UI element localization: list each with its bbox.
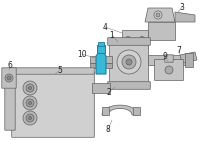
- Circle shape: [26, 84, 34, 92]
- Circle shape: [126, 59, 132, 65]
- Text: 3: 3: [180, 2, 184, 11]
- Bar: [92, 83, 110, 93]
- FancyBboxPatch shape: [165, 55, 173, 62]
- Text: 5: 5: [58, 66, 62, 75]
- Bar: [102, 107, 109, 115]
- Text: 1: 1: [110, 30, 114, 40]
- Text: 7: 7: [177, 46, 181, 55]
- FancyBboxPatch shape: [108, 38, 150, 45]
- FancyBboxPatch shape: [108, 82, 150, 89]
- FancyBboxPatch shape: [110, 41, 148, 82]
- Circle shape: [122, 55, 136, 69]
- Bar: [97, 45, 105, 53]
- Circle shape: [156, 13, 160, 17]
- Text: 9: 9: [163, 51, 167, 61]
- Polygon shape: [122, 30, 148, 48]
- Circle shape: [140, 36, 144, 41]
- Polygon shape: [148, 55, 185, 65]
- Polygon shape: [175, 12, 195, 22]
- Bar: [148, 22, 175, 40]
- Text: 4: 4: [103, 22, 107, 31]
- Circle shape: [23, 111, 37, 125]
- Polygon shape: [96, 52, 106, 74]
- FancyBboxPatch shape: [2, 68, 16, 88]
- Circle shape: [29, 117, 32, 120]
- Circle shape: [23, 96, 37, 110]
- Circle shape: [5, 74, 13, 82]
- Text: 2: 2: [107, 87, 111, 96]
- Circle shape: [26, 114, 34, 122]
- Bar: [185, 53, 193, 67]
- Polygon shape: [180, 52, 197, 63]
- Text: 8: 8: [106, 126, 110, 135]
- Circle shape: [154, 11, 162, 19]
- Text: 10: 10: [77, 50, 87, 59]
- Circle shape: [117, 50, 141, 74]
- Bar: [90, 56, 112, 63]
- FancyBboxPatch shape: [5, 78, 15, 130]
- Bar: [98, 42, 104, 46]
- Text: 6: 6: [8, 61, 12, 70]
- Polygon shape: [145, 8, 175, 22]
- Bar: [133, 107, 140, 115]
- Circle shape: [26, 99, 34, 107]
- Bar: [90, 63, 112, 68]
- Circle shape: [29, 101, 32, 105]
- Polygon shape: [102, 105, 138, 115]
- Circle shape: [29, 86, 32, 90]
- Circle shape: [23, 81, 37, 95]
- FancyBboxPatch shape: [12, 72, 94, 137]
- Circle shape: [126, 36, 130, 41]
- Circle shape: [7, 76, 11, 80]
- FancyBboxPatch shape: [12, 68, 94, 74]
- FancyBboxPatch shape: [154, 60, 184, 81]
- Circle shape: [165, 66, 173, 74]
